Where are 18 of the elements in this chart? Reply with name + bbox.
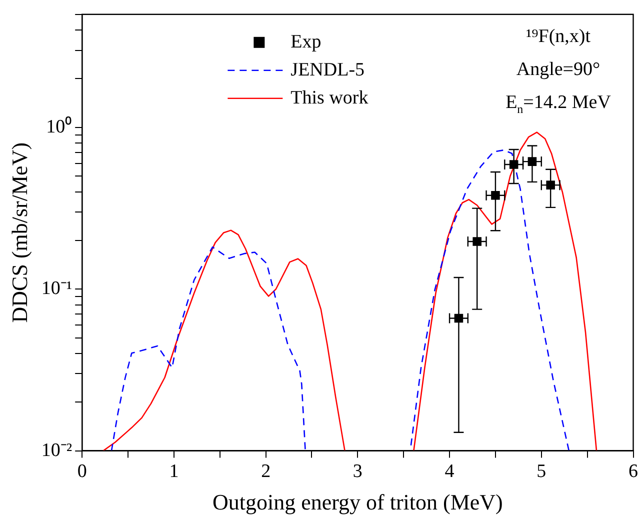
y-axis-title: DDCS (mb/sr/MeV) <box>6 142 32 323</box>
x-tick-label: 1 <box>169 461 179 482</box>
x-axis-title: Outgoing energy of triton (MeV) <box>212 490 503 515</box>
y-tick-label: 10⁰ <box>46 115 72 138</box>
legend-label: This work <box>290 87 369 108</box>
annotation: Angle=90° <box>516 59 600 82</box>
annotation: ¹⁹F(n,x)t <box>526 26 591 48</box>
y-tick-label: 10⁻¹ <box>41 278 72 300</box>
x-tick-label: 0 <box>77 461 87 482</box>
x-tick-label: 4 <box>444 461 455 482</box>
x-tick-label: 3 <box>352 461 362 482</box>
annotation: E$_{n}$=14.2 MeV <box>506 92 611 118</box>
legend-label: Exp <box>290 31 322 52</box>
x-tick-label: 6 <box>628 461 638 482</box>
legend-label: JENDL-5 <box>290 59 365 80</box>
y-tick-label: 10⁻² <box>41 440 72 461</box>
x-tick-label: 5 <box>536 461 546 482</box>
x-tick-label: 2 <box>261 461 271 482</box>
